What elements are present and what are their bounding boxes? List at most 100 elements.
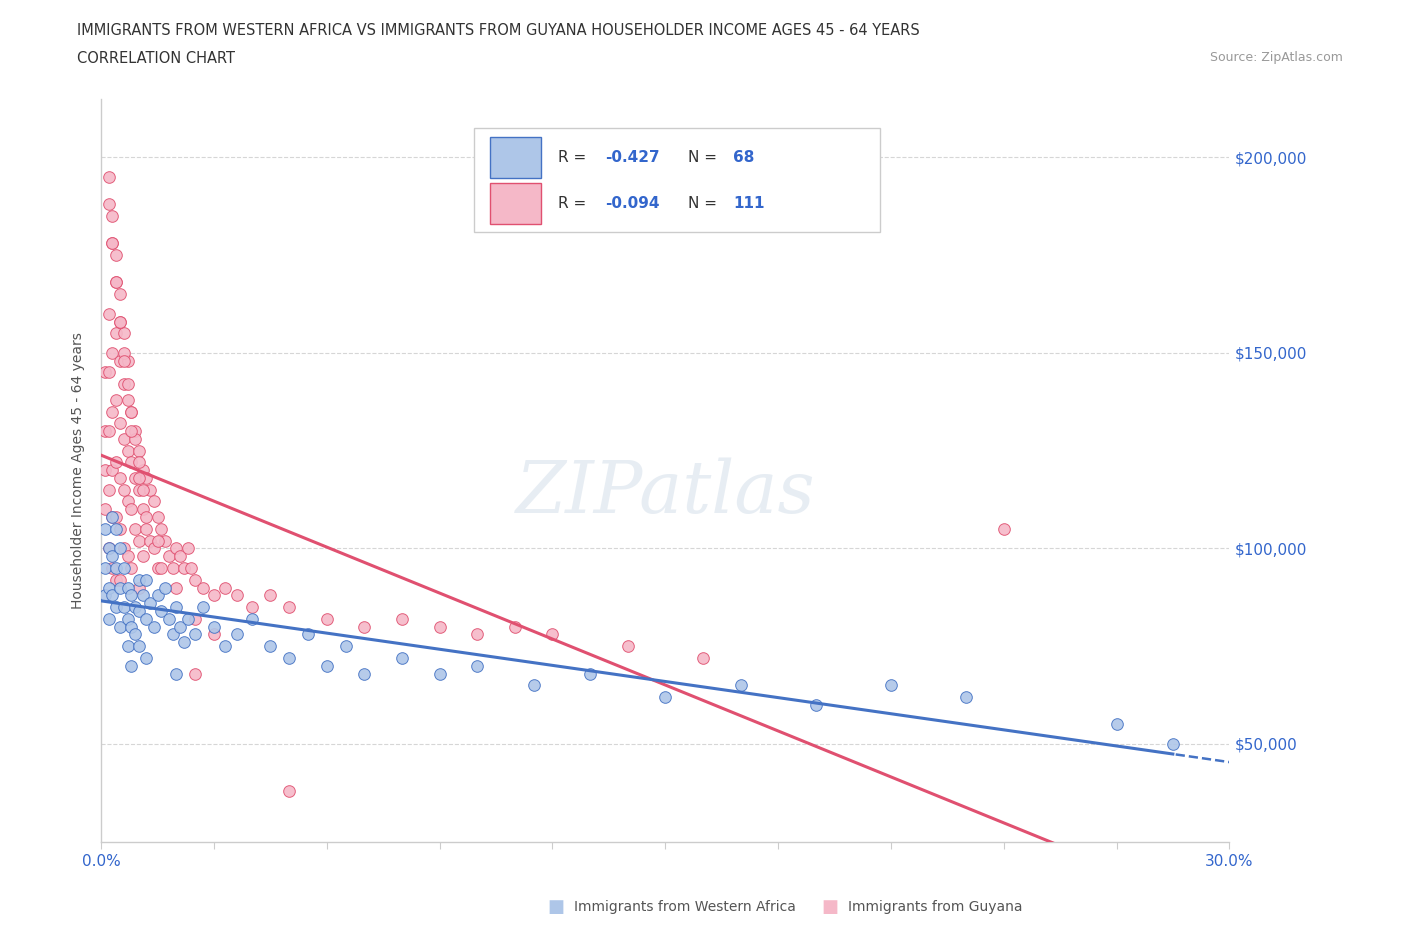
Point <box>124 424 146 439</box>
Text: N =: N = <box>688 196 721 211</box>
Text: R =: R = <box>558 196 592 211</box>
Point <box>117 444 139 458</box>
Text: ZIPatlas: ZIPatlas <box>516 458 815 527</box>
Point <box>97 169 120 184</box>
Point <box>429 666 451 681</box>
Point <box>112 561 135 576</box>
Point <box>654 689 676 704</box>
Point <box>105 455 128 470</box>
Point <box>120 455 142 470</box>
Point <box>112 541 135 556</box>
Point <box>804 698 827 712</box>
Point <box>139 596 162 611</box>
Point <box>173 561 195 576</box>
Text: IMMIGRANTS FROM WESTERN AFRICA VS IMMIGRANTS FROM GUYANA HOUSEHOLDER INCOME AGES: IMMIGRANTS FROM WESTERN AFRICA VS IMMIGR… <box>77 23 920 38</box>
Point <box>94 424 117 439</box>
Point <box>278 783 301 798</box>
Text: CORRELATION CHART: CORRELATION CHART <box>77 51 235 66</box>
Text: Source: ZipAtlas.com: Source: ZipAtlas.com <box>1209 51 1343 64</box>
Point <box>105 326 128 340</box>
Point <box>97 306 120 321</box>
Point <box>131 549 153 564</box>
Point <box>135 510 157 525</box>
Point <box>191 580 214 595</box>
Point <box>105 275 128 290</box>
Point <box>579 666 602 681</box>
Point <box>146 561 169 576</box>
Point <box>391 650 413 665</box>
Point <box>184 627 207 642</box>
Point <box>131 463 153 478</box>
Point <box>131 483 153 498</box>
Point <box>880 678 903 693</box>
Point <box>240 611 263 626</box>
Text: -0.094: -0.094 <box>606 196 659 211</box>
Bar <box>491 137 541 178</box>
Point <box>97 424 120 439</box>
Point <box>1105 717 1128 732</box>
Point <box>97 541 120 556</box>
Point <box>97 580 120 595</box>
Point <box>117 549 139 564</box>
Point <box>105 561 128 576</box>
Text: Immigrants from Western Africa: Immigrants from Western Africa <box>574 899 796 914</box>
Point <box>150 561 173 576</box>
Point <box>135 471 157 485</box>
Point <box>128 455 150 470</box>
Point <box>180 561 202 576</box>
Point <box>202 619 225 634</box>
Point <box>184 611 207 626</box>
Point <box>117 639 139 654</box>
Point <box>315 611 337 626</box>
Point <box>391 611 413 626</box>
Point <box>169 549 191 564</box>
Point <box>94 502 117 517</box>
Point <box>139 483 162 498</box>
Point <box>124 522 146 537</box>
Point <box>153 533 176 548</box>
Point <box>162 627 184 642</box>
Point <box>101 561 124 576</box>
Point <box>955 689 977 704</box>
Text: 68: 68 <box>733 150 755 165</box>
Point <box>353 666 375 681</box>
Point <box>94 561 117 576</box>
Point <box>101 588 124 603</box>
Point <box>120 502 142 517</box>
Point <box>108 314 131 329</box>
Point <box>692 650 714 665</box>
Point <box>105 600 128 615</box>
Point <box>112 377 135 392</box>
Point <box>105 392 128 407</box>
Point <box>101 463 124 478</box>
Point <box>108 580 131 595</box>
Point <box>259 639 281 654</box>
Point <box>131 502 153 517</box>
Point <box>97 611 120 626</box>
Point <box>191 600 214 615</box>
Point <box>128 580 150 595</box>
Point <box>202 588 225 603</box>
Point <box>105 510 128 525</box>
Text: R =: R = <box>558 150 592 165</box>
Point <box>128 444 150 458</box>
Point <box>112 345 135 360</box>
Point <box>117 392 139 407</box>
Point <box>278 650 301 665</box>
Point <box>120 405 142 419</box>
Point <box>240 600 263 615</box>
Point <box>112 483 135 498</box>
Point <box>146 510 169 525</box>
Point <box>165 600 187 615</box>
Point <box>169 619 191 634</box>
Point <box>202 627 225 642</box>
Text: ■: ■ <box>821 897 838 916</box>
Point <box>112 353 135 368</box>
Point <box>94 588 117 603</box>
Point <box>177 611 200 626</box>
Point <box>297 627 319 642</box>
Point <box>225 588 247 603</box>
Point <box>120 424 142 439</box>
Point <box>139 533 162 548</box>
Bar <box>474 128 880 232</box>
